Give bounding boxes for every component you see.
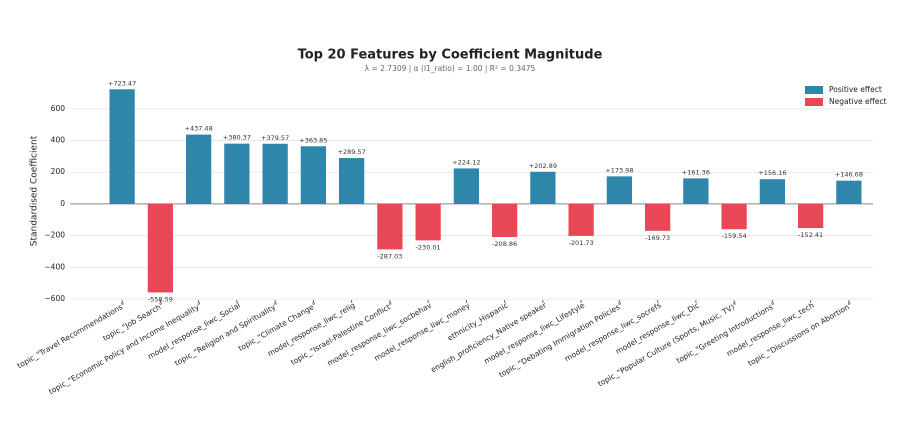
value-label: +146.68 [835, 171, 863, 179]
value-label: +173.98 [605, 166, 633, 174]
value-label: +202.89 [529, 162, 557, 170]
value-label: -208.86 [492, 240, 517, 248]
value-label: -287.03 [377, 252, 402, 260]
bar [339, 158, 365, 204]
bar [568, 203, 594, 236]
value-label: +224.12 [452, 158, 480, 166]
y-tick-label: 600 [51, 104, 66, 113]
value-label: -201.73 [569, 239, 594, 247]
y-tick-label: 0 [60, 199, 65, 208]
legend-label: Negative effect [829, 97, 887, 106]
value-label: +379.57 [261, 134, 289, 142]
bar [109, 89, 135, 204]
legend-label: Positive effect [829, 85, 882, 94]
x-tick-label: topic_"Popular Culture (Sports, Music, T… [596, 301, 739, 389]
bar [721, 203, 747, 230]
bar [453, 168, 479, 204]
bar [836, 180, 862, 204]
value-label: +723.47 [108, 79, 136, 87]
y-tick-label: 400 [51, 136, 66, 145]
bar [492, 203, 518, 238]
bar [147, 203, 173, 293]
y-axis-label: Standardised Coefficient [30, 135, 40, 246]
value-label: -152.41 [798, 231, 823, 239]
y-tick-label: 200 [51, 167, 66, 176]
value-label: +437.48 [185, 125, 213, 133]
y-tick-label: −600 [44, 294, 65, 303]
y-tick-label: −400 [44, 262, 65, 271]
bar [377, 203, 403, 250]
value-label: +380.37 [223, 134, 251, 142]
bar [798, 203, 824, 229]
legend-swatch [805, 86, 823, 94]
value-label: +156.16 [758, 169, 786, 177]
x-tick-label: topic_"Economic Policy and Income Inequa… [47, 301, 204, 397]
chart-subtitle: λ = 2.7309 | α (l1_ratio) = 1.00 | R² = … [365, 64, 536, 73]
chart-title: Top 20 Features by Coefficient Magnitude [298, 48, 603, 63]
bar [415, 203, 441, 241]
bar [606, 176, 632, 204]
value-label: +161.36 [682, 168, 710, 176]
value-label: -558.59 [148, 295, 173, 303]
value-label: +289.57 [338, 148, 366, 156]
value-label: -230.01 [416, 243, 441, 251]
value-label: -159.54 [722, 232, 747, 240]
y-tick-label: −200 [44, 231, 65, 240]
bar [262, 143, 288, 204]
legend-swatch [805, 98, 823, 106]
bar [224, 143, 250, 204]
bar [645, 203, 671, 231]
value-label: -169.73 [645, 234, 670, 242]
bar [683, 178, 709, 204]
bar [759, 179, 785, 204]
value-label: +363.85 [299, 136, 327, 144]
bar [300, 146, 326, 204]
bar [186, 134, 212, 204]
bar [530, 171, 556, 204]
